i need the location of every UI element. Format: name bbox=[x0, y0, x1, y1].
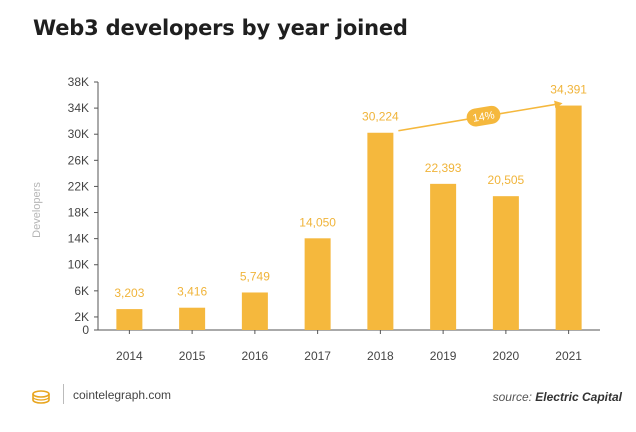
y-tick-label: 34K bbox=[68, 101, 89, 115]
y-tick-label: 0 bbox=[82, 323, 89, 337]
value-label-2020: 20,505 bbox=[488, 173, 525, 187]
source-name: Electric Capital bbox=[535, 390, 622, 404]
chart-axes: 02K 6K 10K 14K 18K 22K 26K 30K 34K 38K Developers 2… bbox=[31, 75, 600, 363]
chart-bars bbox=[116, 105, 582, 331]
chart-value-labels: 3,203 3,416 5,749 14,050 30,224 22,393 20,505 3… bbox=[114, 83, 587, 301]
value-label-2014: 3,203 bbox=[114, 286, 144, 300]
y-tick-label: 38K bbox=[68, 75, 89, 89]
bar-2019 bbox=[430, 183, 457, 330]
growth-badge-label: 14% bbox=[472, 109, 496, 125]
y-axis-label: Developers bbox=[31, 182, 43, 238]
chart-title: Web3 developers by year joined bbox=[33, 16, 408, 40]
growth-annotation: 14% bbox=[398, 100, 563, 132]
x-tick-label-2018: 2018 bbox=[367, 349, 394, 363]
bar-2016 bbox=[241, 292, 268, 330]
y-tick-label: 30K bbox=[68, 127, 89, 141]
growth-badge-bg bbox=[466, 105, 501, 127]
x-tick-label-2014: 2014 bbox=[116, 349, 143, 363]
y-tick-label: 26K bbox=[68, 153, 89, 167]
bar-2017 bbox=[304, 238, 331, 330]
value-label-2021: 34,391 bbox=[550, 83, 587, 97]
x-tick-label-2016: 2016 bbox=[242, 349, 269, 363]
y-tick-label: 22K bbox=[68, 179, 89, 193]
x-tick-label-2020: 2020 bbox=[493, 349, 520, 363]
x-tick-label-2015: 2015 bbox=[179, 349, 206, 363]
value-label-2015: 3,416 bbox=[177, 285, 207, 299]
growth-badge: 14% bbox=[466, 105, 501, 127]
cointelegraph-logo-icon bbox=[32, 390, 50, 404]
bar-2020 bbox=[492, 196, 519, 330]
footer-divider bbox=[63, 384, 64, 404]
value-label-2018: 30,224 bbox=[362, 110, 399, 124]
y-tick-label: 14K bbox=[68, 232, 89, 246]
footer-source: source: Electric Capital bbox=[493, 390, 622, 404]
bar-2015 bbox=[179, 307, 206, 330]
y-tick-label: 18K bbox=[68, 206, 89, 220]
bar-2018 bbox=[367, 132, 394, 330]
bar-2021 bbox=[555, 105, 582, 331]
value-label-2017: 14,050 bbox=[299, 215, 336, 229]
footer-site-link[interactable]: cointelegraph.com bbox=[73, 388, 172, 402]
value-label-2019: 22,393 bbox=[425, 161, 462, 175]
y-tick-label: 6K bbox=[74, 284, 89, 298]
y-tick-label: 2K bbox=[74, 310, 89, 324]
x-tick-label-2017: 2017 bbox=[304, 349, 331, 363]
value-label-2016: 5,749 bbox=[240, 269, 270, 283]
y-tick-label: 10K bbox=[68, 258, 89, 272]
x-tick-label-2019: 2019 bbox=[430, 349, 457, 363]
source-prefix: source: bbox=[492, 390, 532, 404]
x-tick-label-2021: 2021 bbox=[555, 349, 582, 363]
bar-2014 bbox=[116, 309, 143, 330]
